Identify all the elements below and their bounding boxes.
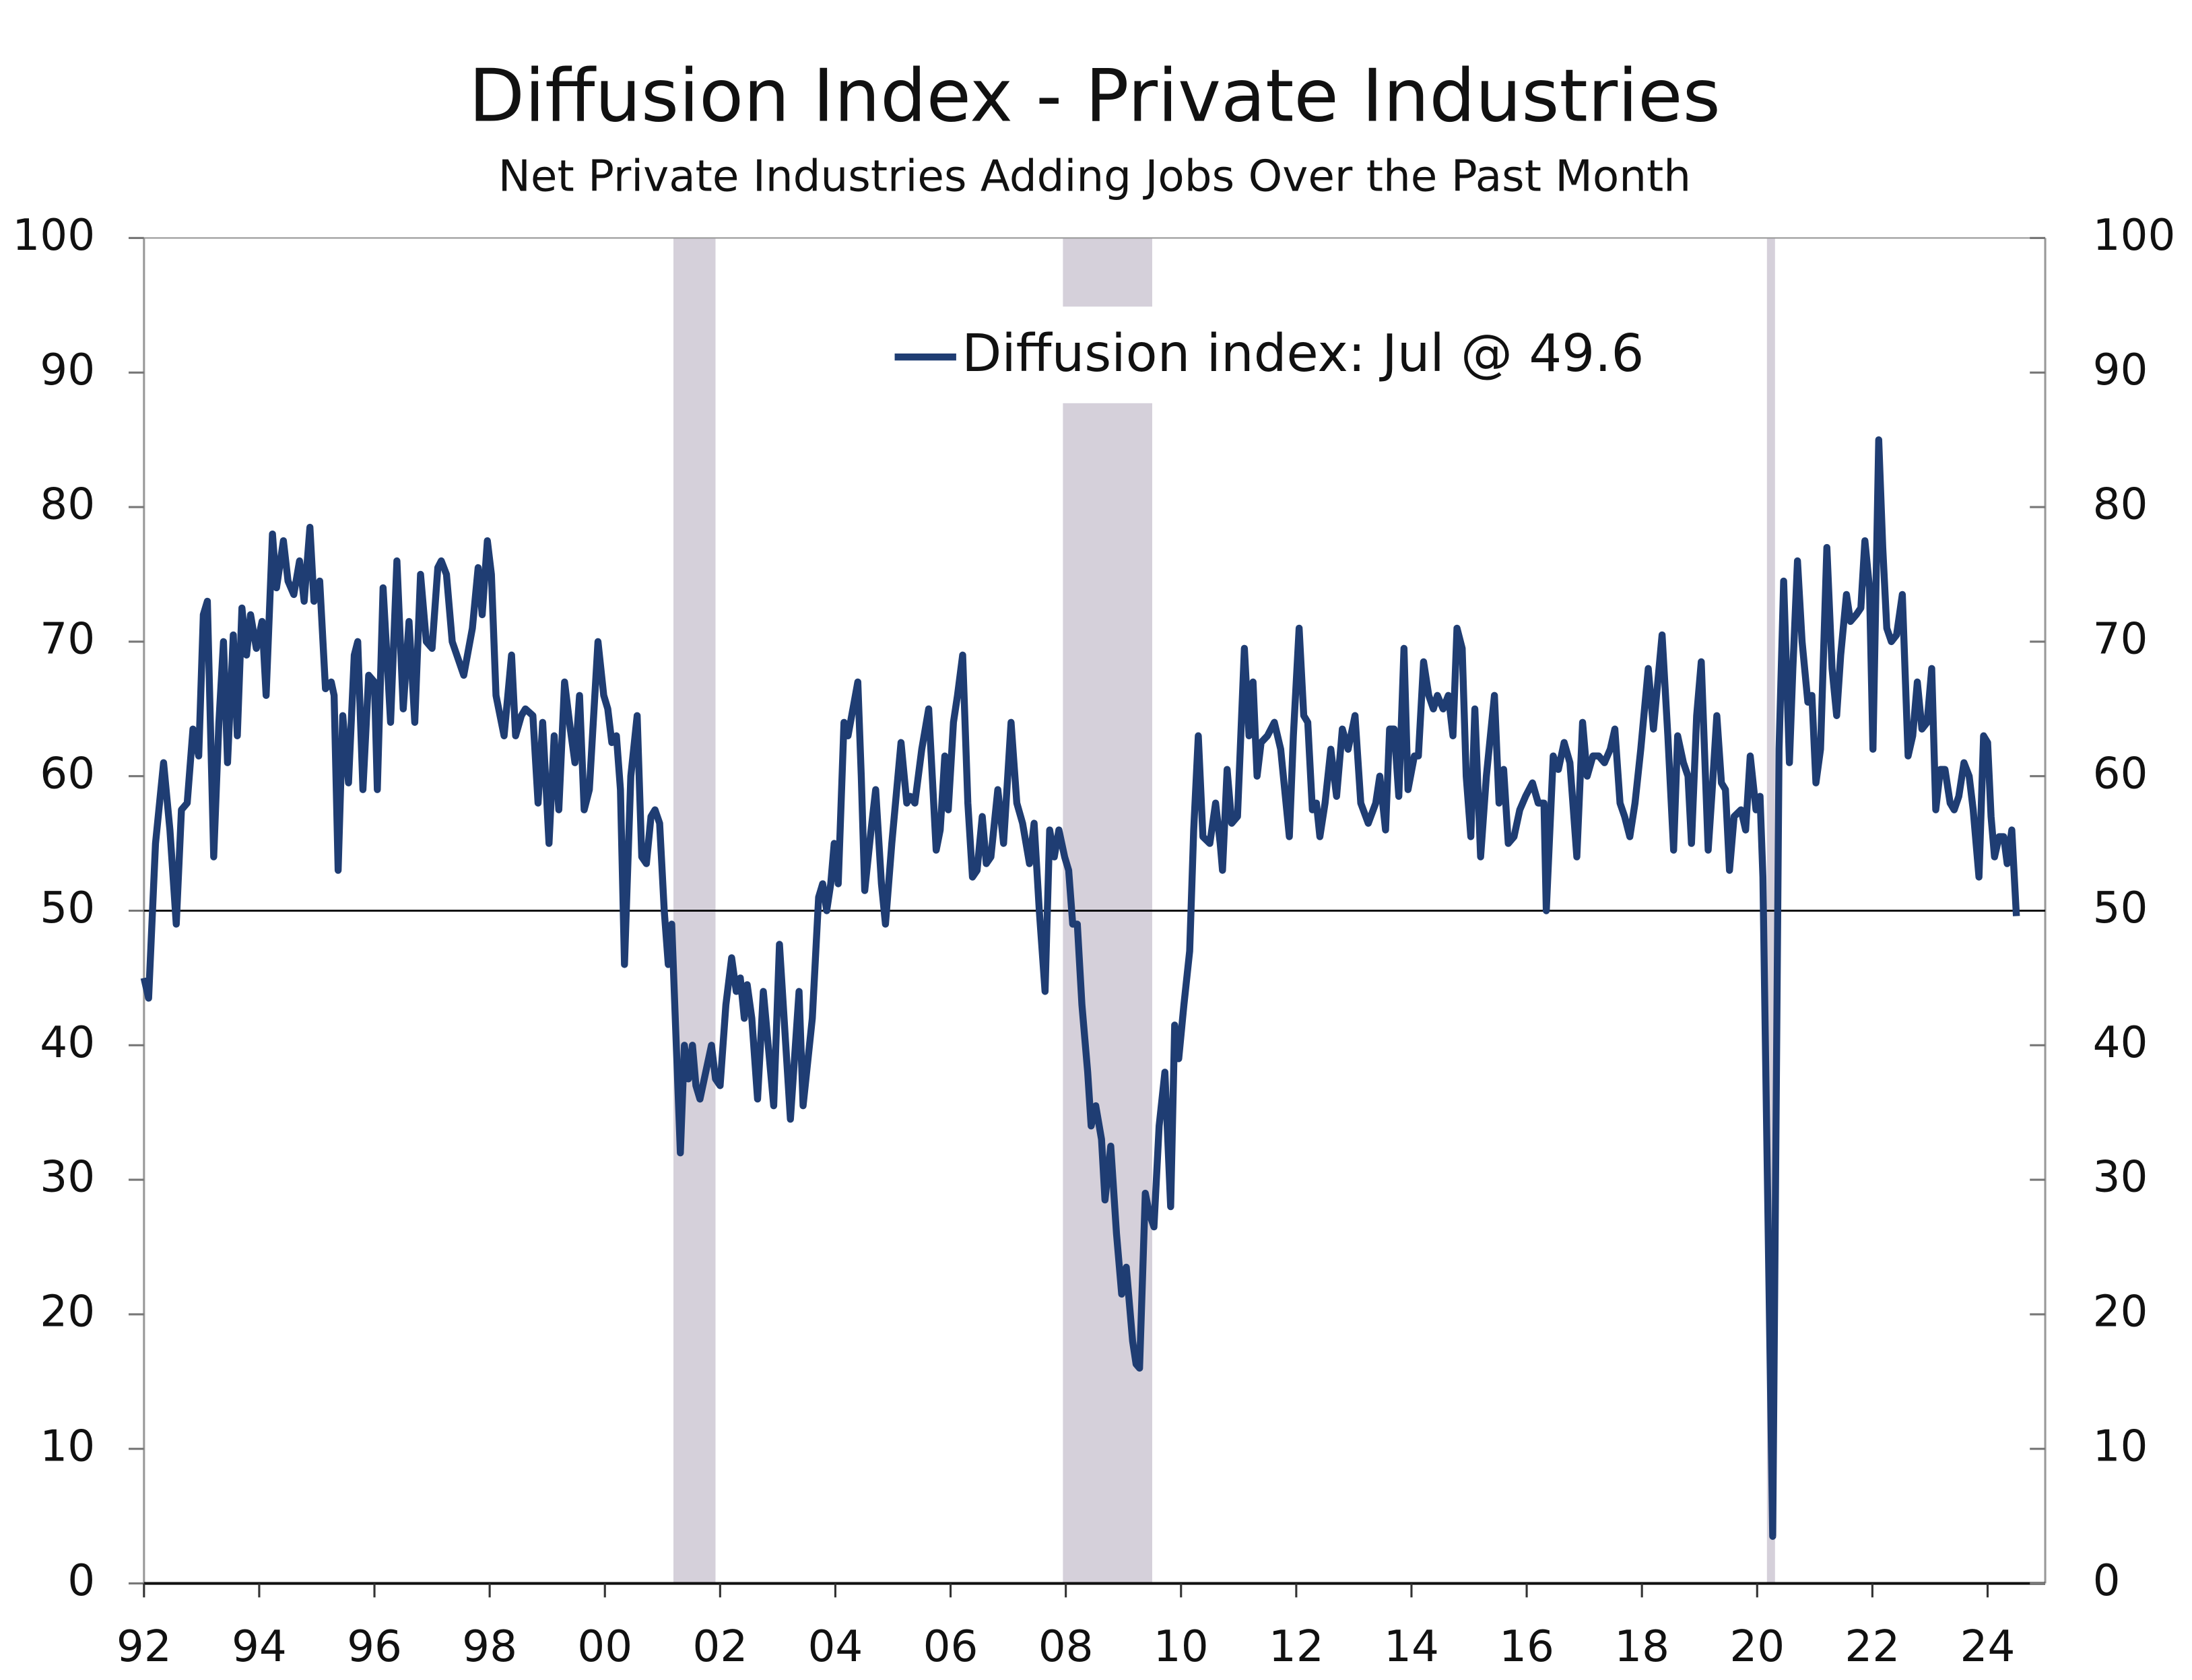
x-tick-label: 20 xyxy=(1729,1621,1785,1672)
x-tick-label: 10 xyxy=(1154,1621,1209,1672)
y2-tick-label: 0 xyxy=(2093,1555,2121,1606)
y-tick-label: 40 xyxy=(40,1017,95,1068)
x-tick-label: 92 xyxy=(117,1621,172,1672)
x-tick-label: 96 xyxy=(347,1621,402,1672)
x-tick-label: 08 xyxy=(1038,1621,1094,1672)
x-tick-label: 04 xyxy=(808,1621,863,1672)
y-tick-label: 70 xyxy=(40,613,95,664)
y-tick-label: 10 xyxy=(40,1421,95,1471)
x-tick-label: 02 xyxy=(692,1621,748,1672)
x-tick-label: 16 xyxy=(1499,1621,1554,1672)
y2-tick-label: 60 xyxy=(2093,748,2148,799)
x-tick-label: 94 xyxy=(232,1621,287,1672)
chart-subtitle: Net Private Industries Adding Jobs Over … xyxy=(498,152,1691,202)
y-tick-label: 100 xyxy=(12,210,95,261)
y-tick-label: 30 xyxy=(40,1152,95,1203)
x-tick-label: 98 xyxy=(462,1621,517,1672)
y2-tick-label: 90 xyxy=(2093,345,2148,395)
y2-tick-label: 80 xyxy=(2093,479,2148,530)
x-tick-label: 14 xyxy=(1384,1621,1439,1672)
y2-tick-label: 40 xyxy=(2093,1017,2148,1068)
chart-title: Diffusion Index - Private Industries xyxy=(469,54,1721,138)
y-tick-label: 50 xyxy=(40,883,95,933)
y2-tick-label: 100 xyxy=(2093,210,2176,261)
y2-tick-label: 70 xyxy=(2093,613,2148,664)
y2-tick-label: 30 xyxy=(2093,1152,2148,1203)
legend-box xyxy=(867,306,1748,403)
x-tick-label: 12 xyxy=(1269,1621,1324,1672)
x-tick-label: 24 xyxy=(1960,1621,2016,1672)
x-tick-label: 18 xyxy=(1614,1621,1669,1672)
x-tick-label: 00 xyxy=(577,1621,632,1672)
x-tick-label: 06 xyxy=(923,1621,978,1672)
y-tick-label: 20 xyxy=(40,1286,95,1337)
y-tick-label: 80 xyxy=(40,479,95,530)
x-tick-label: 22 xyxy=(1845,1621,1900,1672)
y2-tick-label: 20 xyxy=(2093,1286,2148,1337)
y-tick-label: 60 xyxy=(40,748,95,799)
y-tick-label: 90 xyxy=(40,345,95,395)
y-tick-label: 0 xyxy=(67,1555,95,1606)
y2-tick-label: 10 xyxy=(2093,1421,2148,1471)
data-line xyxy=(140,436,2020,1540)
y2-tick-label: 50 xyxy=(2093,883,2148,933)
legend-label: Diffusion index: Jul @ 49.6 xyxy=(962,324,1644,384)
